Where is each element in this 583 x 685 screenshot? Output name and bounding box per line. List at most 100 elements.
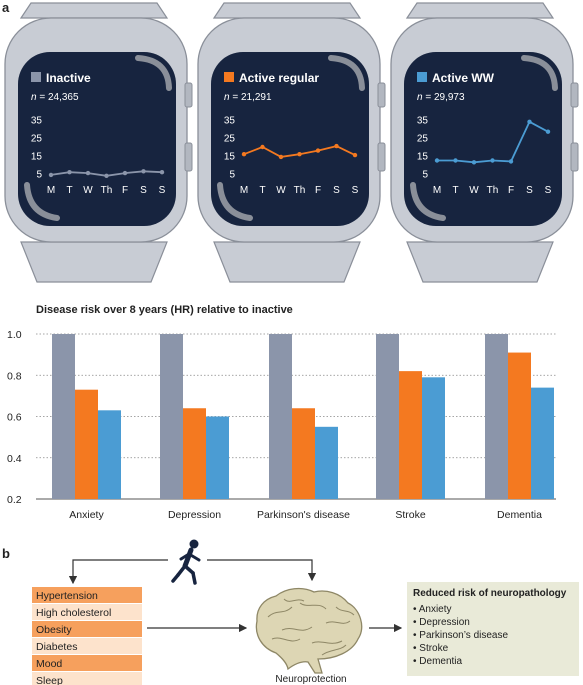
bar-inactive: [269, 334, 292, 499]
bar-active-ww: [531, 387, 554, 499]
weekly-activity-point: [260, 144, 265, 150]
watch-y-tick: 5: [229, 170, 235, 181]
bar-active-regular: [399, 371, 422, 499]
weekly-activity-point: [85, 170, 91, 176]
chart-title: Disease risk over 8 years (HR) relative …: [36, 304, 293, 316]
watch-day-label: W: [469, 185, 479, 196]
runner-icon: [171, 539, 201, 585]
watch-2: Active regular n = 21,291 35 25 15 5M T W Th F S S: [197, 2, 386, 283]
y-tick-label: 1.0: [7, 329, 22, 341]
watch-day-label: S: [526, 185, 533, 196]
watch-day-label: S: [545, 185, 552, 196]
screen-arc-bottom: [217, 182, 253, 221]
watch-crown: [377, 82, 386, 108]
screen-arc-bottom: [410, 182, 446, 221]
watch-n: n = 21,291: [224, 92, 272, 103]
risk-factor-cell: [32, 655, 142, 671]
watch-day-label: T: [259, 185, 265, 196]
weekly-activity-point: [241, 152, 247, 157]
watch-side-button: [377, 142, 386, 172]
watch-y-tick: 35: [31, 116, 43, 127]
watch-crown: [570, 82, 579, 108]
bar-active-regular: [183, 408, 206, 499]
weekly-activity-point: [122, 170, 128, 176]
watch-n: n = 24,365: [31, 92, 79, 103]
weekly-activity-point: [159, 170, 165, 175]
y-tick-label: 0.8: [7, 370, 22, 382]
weekly-activity-point: [67, 170, 72, 175]
bar-active-regular: [508, 352, 531, 499]
bar-inactive: [376, 334, 399, 499]
result-box: [407, 582, 579, 676]
watch-day-label: S: [159, 185, 166, 196]
watch-strap-top: [405, 2, 555, 19]
watch-label: Inactive: [46, 71, 91, 85]
result-item: • Depression: [413, 617, 470, 628]
watch-day-label: F: [508, 185, 514, 196]
result-item: • Parkinson’s disease: [413, 630, 508, 641]
watch-screen: [404, 52, 562, 226]
watch-day-label: W: [83, 185, 93, 196]
bar-inactive: [485, 334, 508, 499]
watch-day-label: S: [140, 185, 147, 196]
y-tick-label: 0.6: [7, 412, 22, 424]
legend-swatch: [224, 72, 234, 82]
bar-active-regular: [75, 389, 98, 499]
screen-arc-top: [521, 55, 558, 91]
risk-factor-cell: [32, 638, 142, 654]
watch-y-tick: 5: [422, 170, 428, 181]
weekly-activity-point: [352, 152, 358, 158]
watch-day-label: M: [240, 185, 248, 196]
x-category-label: Depression: [168, 509, 221, 521]
watch-strap-bottom: [20, 241, 168, 283]
watch-day-label: Th: [487, 185, 499, 196]
watch-screen: [211, 52, 369, 226]
result-item: • Anxiety: [413, 604, 452, 615]
watch-day-label: Th: [101, 185, 113, 196]
bar-active-regular: [292, 408, 315, 499]
watch-y-tick: 15: [417, 152, 429, 163]
watch-strap-top: [212, 2, 362, 19]
bar-active-ww: [206, 416, 229, 499]
result-item: • Stroke: [413, 643, 449, 654]
bar-inactive: [160, 334, 183, 499]
watch-strap-bottom: [213, 241, 361, 283]
bar-active-ww: [315, 426, 338, 499]
risk-factor-label: Obesity: [36, 624, 72, 636]
risk-factor-cell: [32, 621, 142, 637]
weekly-activity-point: [334, 143, 339, 149]
watch-day-label: S: [333, 185, 340, 196]
disease-risk-chart: Disease risk over 8 years (HR) relative …: [7, 304, 556, 521]
weekly-activity-point: [278, 154, 284, 160]
arrow-to-risk-factors: [68, 559, 168, 585]
legend-swatch: [31, 72, 41, 82]
screen-arc-bottom: [24, 182, 60, 221]
watch-n: n = 29,973: [417, 92, 465, 103]
neuroprotection-label: Neuroprotection: [275, 674, 346, 685]
weekly-activity-point: [508, 159, 514, 164]
watch-y-tick: 15: [224, 152, 236, 163]
weekly-activity-point: [527, 119, 532, 125]
watch-day-label: F: [315, 185, 321, 196]
watch-day-label: M: [47, 185, 55, 196]
weekly-activity-point: [104, 173, 109, 178]
watch-label: Active WW: [432, 71, 495, 85]
watch-y-tick: 35: [417, 116, 429, 127]
arrow-to-brain: [207, 559, 317, 582]
weekly-activity-point: [141, 169, 146, 174]
weekly-activity-point: [315, 148, 321, 153]
x-category-label: Dementia: [497, 509, 542, 521]
screen-arc-top: [328, 55, 365, 91]
panel-a-label: a: [2, 0, 10, 15]
watch-side-button: [570, 142, 579, 172]
risk-factor-label: High cholesterol: [36, 607, 111, 619]
watch-label: Active regular: [239, 71, 319, 85]
watch-crown: [184, 82, 193, 108]
x-category-label: Anxiety: [69, 509, 104, 521]
watch-y-tick: 5: [36, 170, 42, 181]
panel-b-diagram: Hypertension High cholesterol Obesity Diabe…: [32, 539, 579, 685]
watch-day-label: T: [66, 185, 72, 196]
x-category-label: Stroke: [395, 509, 426, 521]
weekly-activity-point: [471, 160, 477, 165]
